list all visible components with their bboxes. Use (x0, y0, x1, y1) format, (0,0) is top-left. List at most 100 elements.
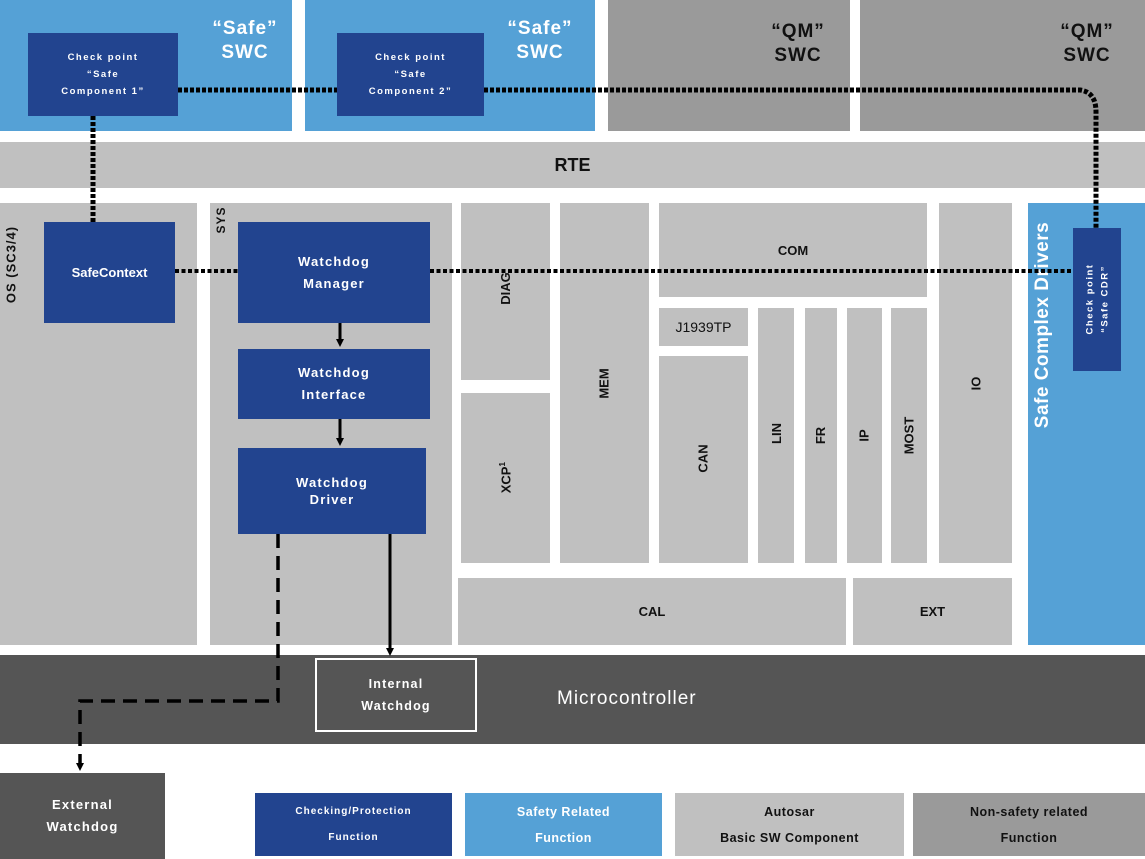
qm-swc-2-title: “QM” SWC (1032, 20, 1142, 68)
lin-block: LIN (758, 308, 794, 563)
checkpoint-line: Check point (1084, 263, 1095, 335)
checkpoint-line: “Safe CDR” (1099, 265, 1110, 333)
fr-block: FR (805, 308, 837, 563)
lin-label: LIN (768, 422, 784, 444)
io-block: IO (939, 203, 1012, 563)
sys-label-wrap: SYS (201, 207, 241, 234)
xcp-label-wrap: XCP1 (461, 448, 550, 508)
sys-label: SYS (214, 206, 228, 234)
qm-swc-1-title: “QM” SWC (743, 20, 853, 68)
wd-manager-line: Watchdog (298, 253, 370, 269)
rte-bar: RTE (0, 142, 1145, 188)
xcp-superscript: 1 (497, 462, 507, 467)
internal-wd-line: Watchdog (361, 699, 431, 713)
cal-block: CAL (458, 578, 846, 645)
mem-label-wrap: MEM (560, 353, 649, 413)
checkpoint-line: Check point (375, 52, 446, 63)
swc-title-line: SWC (516, 42, 564, 63)
safe-cdd-label: Safe Complex Drivers (1031, 221, 1053, 429)
diag-label-wrap: DIAG (461, 258, 550, 318)
legend-line: Function (1000, 830, 1058, 845)
fr-label-wrap: FR (805, 405, 837, 465)
rte-label: RTE (554, 154, 591, 175)
watchdog-driver: Watchdog Driver (238, 448, 426, 534)
diag-label: DIAG (498, 271, 513, 305)
safecontext-label: SafeContext (71, 265, 148, 280)
xcp-block: XCP1 (461, 393, 550, 563)
qm-swc-2: “QM” SWC (860, 0, 1145, 131)
ip-label-wrap: IP (847, 405, 882, 465)
checkpoint-cdr-wrap: Check point “Safe CDR” (1025, 264, 1145, 335)
com-block: COM (659, 203, 927, 297)
safe-swc-2-title: “Safe” SWC (485, 17, 595, 65)
most-label-wrap: MOST (891, 405, 927, 465)
wd-interface-line: Interface (301, 387, 367, 402)
checkpoint-safe-cdr: Check point “Safe CDR” (1073, 228, 1121, 371)
legend-line: Autosar (764, 804, 815, 819)
diag-block: DIAG (461, 203, 550, 380)
safecontext-box: SafeContext (44, 222, 175, 323)
legend-line: Checking/Protection (295, 805, 412, 817)
watchdog-interface: Watchdog Interface (238, 349, 430, 419)
wd-driver-line: Driver (309, 492, 355, 507)
internal-wd-line: Internal (368, 677, 424, 691)
microcontroller-bar: Microcontroller (0, 655, 1145, 744)
swc-title-line: “QM” (1060, 21, 1114, 42)
watchdog-manager: Watchdog Manager (238, 222, 430, 323)
swc-title-line: SWC (221, 42, 269, 63)
legend-non-safety: Non-safety related Function (913, 793, 1145, 856)
checkpoint-cdr-text: Check point “Safe CDR” (1082, 264, 1112, 335)
checkpoint-line: “Safe (394, 69, 427, 80)
swc-title-line: “Safe” (507, 18, 573, 39)
safe-swc-1-title: “Safe” SWC (190, 17, 300, 65)
swc-title-line: SWC (774, 45, 822, 66)
io-label-wrap: IO (939, 353, 1012, 413)
most-label: MOST (901, 416, 917, 454)
checkpoint-line: Component 2” (368, 86, 453, 97)
swc-title-line: SWC (1063, 45, 1111, 66)
external-wd-line: Watchdog (46, 819, 119, 834)
ip-label: IP (856, 428, 872, 442)
ext-block: EXT (853, 578, 1012, 645)
j1939tp-block: J1939TP (659, 308, 748, 346)
legend-autosar-bsw: Autosar Basic SW Component (675, 793, 904, 856)
wd-manager-line: Manager (303, 275, 365, 291)
legend-checking-protection: Checking/Protection Function (255, 793, 452, 856)
microcontroller-label: Microcontroller (557, 688, 697, 709)
qm-swc-1: “QM” SWC (608, 0, 850, 131)
can-label-wrap: CAN (659, 428, 748, 488)
lin-label-wrap: LIN (758, 403, 794, 463)
wd-driver-line: Watchdog (296, 475, 368, 490)
ip-block: IP (847, 308, 882, 563)
swc-title-line: “Safe” (212, 18, 278, 39)
xcp-text: XCP (498, 466, 514, 494)
external-wd-line: External (52, 797, 113, 812)
checkpoint-line: Component 1” (61, 86, 145, 97)
external-watchdog: External Watchdog (0, 773, 165, 859)
legend-line: Non-safety related (969, 804, 1089, 819)
legend-line: Function (328, 831, 379, 843)
checkpoint-line: “Safe (86, 69, 120, 80)
com-label: COM (777, 242, 809, 258)
checkpoint-line: Check point (67, 52, 139, 63)
mem-label: MEM (597, 367, 612, 399)
fr-label: FR (813, 426, 829, 444)
io-label: IO (967, 376, 983, 390)
most-block: MOST (891, 308, 927, 563)
mem-block: MEM (560, 203, 649, 563)
legend-line: Basic SW Component (720, 830, 859, 845)
swc-title-line: “QM” (771, 21, 825, 42)
os-label: OS (SC3/4) (3, 225, 19, 304)
legend-line: Function (535, 830, 592, 845)
legend-line: Safety Related (516, 804, 611, 819)
j1939tp-label: J1939TP (675, 319, 732, 335)
checkpoint-safe-component-1: Check point “Safe Component 1” (28, 33, 178, 116)
legend-safety-related: Safety Related Function (465, 793, 662, 856)
checkpoint-safe-component-2: Check point “Safe Component 2” (337, 33, 484, 116)
can-block: CAN (659, 356, 748, 563)
wd-interface-line: Watchdog (298, 365, 370, 380)
ext-label: EXT (919, 604, 946, 619)
xcp-label: XCP1 (498, 462, 513, 493)
can-label: CAN (695, 443, 711, 473)
cal-label: CAL (638, 604, 666, 619)
